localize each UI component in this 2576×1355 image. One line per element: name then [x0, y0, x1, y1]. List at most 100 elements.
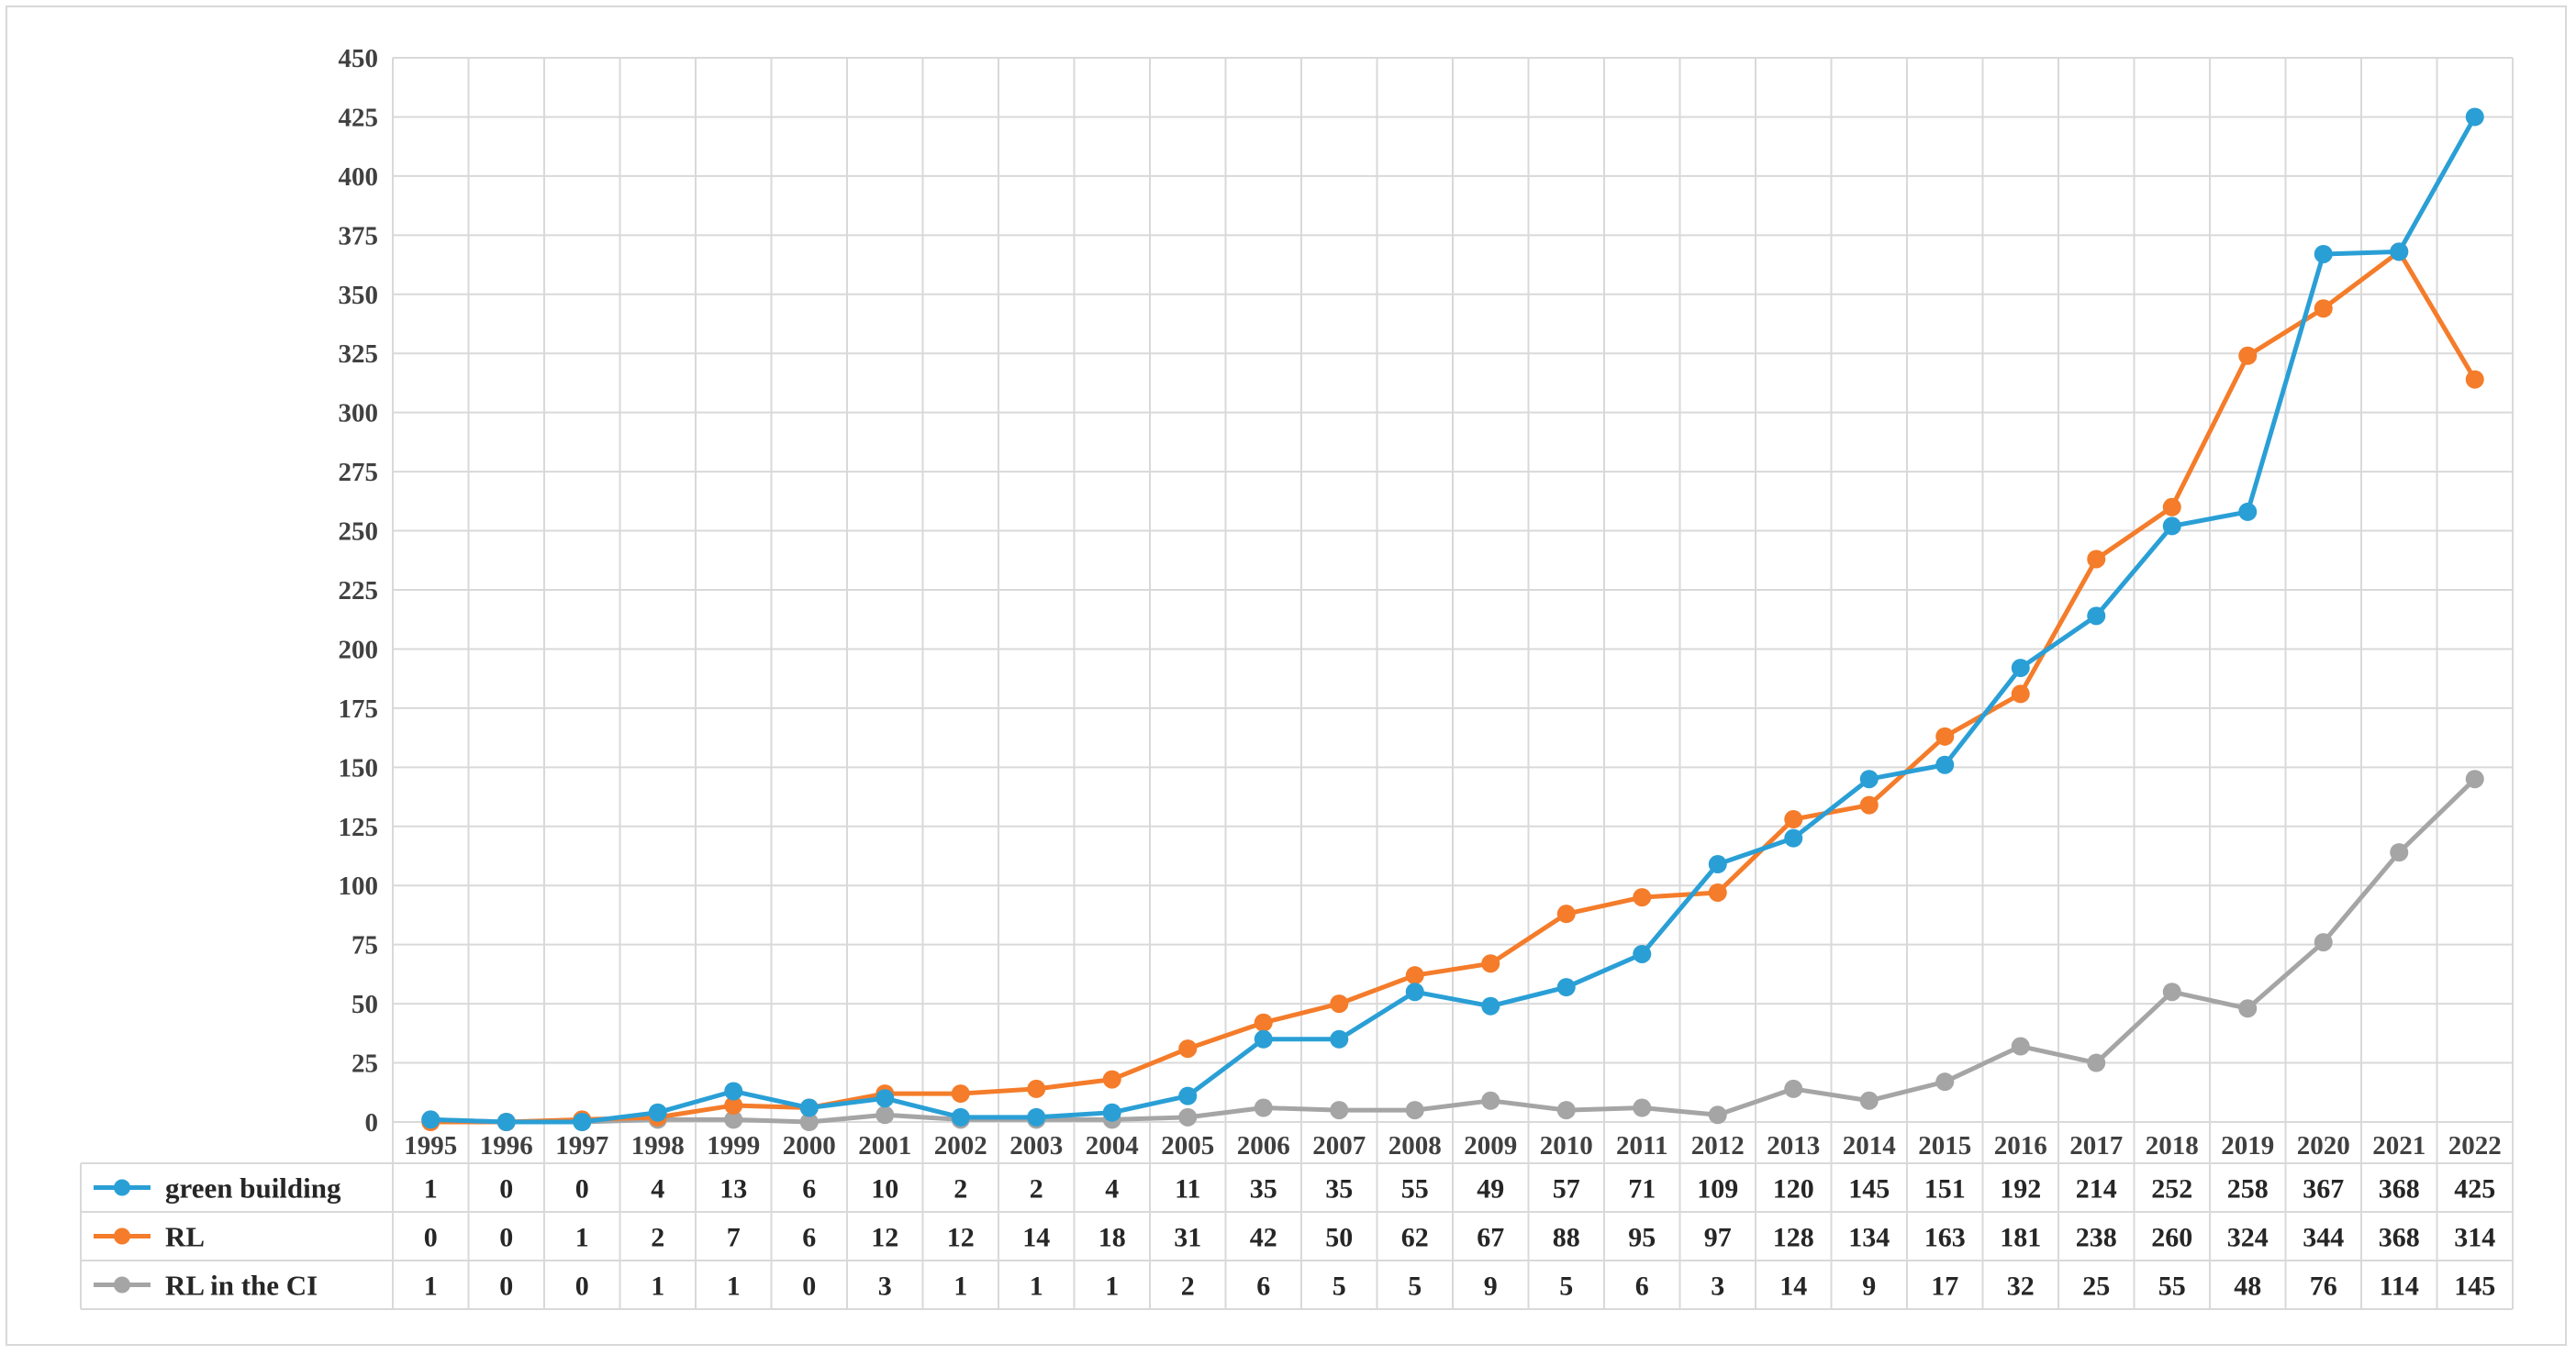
legend-key-marker-0 [114, 1179, 130, 1196]
series-0-point-1995 [421, 1110, 440, 1129]
table-cell-2-21: 32 [2007, 1272, 2035, 1302]
series-0-point-2013 [1784, 828, 1803, 848]
table-cell-0-24: 258 [2227, 1174, 2269, 1205]
series-2-point-2000 [799, 1113, 819, 1131]
table-cell-2-27: 145 [2454, 1272, 2495, 1302]
legend-label-0: green building [165, 1172, 341, 1205]
series-0-point-2018 [2162, 516, 2181, 536]
series-1-point-2020 [2314, 299, 2333, 318]
series-0-point-2016 [2011, 659, 2030, 678]
series-1-point-1999 [724, 1095, 743, 1115]
legend-key-marker-2 [114, 1276, 130, 1294]
table-cell-1-24: 324 [2227, 1223, 2269, 1253]
table-cell-1-8: 14 [1022, 1223, 1050, 1253]
x-tick-label-2017: 2017 [2069, 1131, 2123, 1161]
legend-key-marker-1 [114, 1227, 130, 1245]
table-cell-0-23: 252 [2151, 1174, 2192, 1205]
x-tick-label-2013: 2013 [1767, 1131, 1820, 1161]
x-tick-label-1997: 1997 [555, 1131, 608, 1161]
x-tick-label-2006: 2006 [1237, 1131, 1290, 1161]
series-0-point-2014 [1859, 770, 1879, 789]
series-0-point-1997 [573, 1113, 592, 1131]
table-cell-1-5: 6 [802, 1223, 816, 1253]
y-tick-label-300: 300 [339, 399, 379, 428]
x-tick-label-2009: 2009 [1464, 1131, 1517, 1161]
table-cell-1-10: 31 [1174, 1223, 1201, 1253]
y-tick-label-125: 125 [339, 813, 379, 842]
series-0-point-1999 [724, 1082, 743, 1101]
table-cell-0-6: 10 [871, 1174, 898, 1205]
table-cell-2-18: 14 [1779, 1272, 1807, 1302]
series-2-point-2019 [2238, 999, 2258, 1018]
table-cell-0-3: 4 [651, 1174, 664, 1205]
x-tick-label-2011: 2011 [1616, 1131, 1667, 1161]
series-2-point-2010 [1556, 1101, 1576, 1120]
series-1-point-2016 [2011, 684, 2030, 704]
series-2-point-2012 [1708, 1105, 1727, 1125]
table-cell-1-18: 128 [1773, 1223, 1814, 1253]
y-tick-label-250: 250 [339, 517, 379, 547]
series-1-point-2003 [1027, 1079, 1046, 1098]
table-cell-0-22: 214 [2076, 1174, 2117, 1205]
y-tick-label-225: 225 [339, 576, 379, 605]
table-cell-2-9: 1 [1105, 1272, 1119, 1302]
series-1-point-2007 [1330, 994, 1349, 1014]
table-cell-1-2: 1 [575, 1223, 589, 1253]
series-2-point-1999 [724, 1110, 743, 1129]
y-tick-label-175: 175 [339, 694, 379, 724]
table-cell-2-6: 3 [878, 1272, 892, 1302]
table-cell-0-25: 367 [2303, 1174, 2344, 1205]
table-cell-1-14: 67 [1477, 1223, 1504, 1253]
table-cell-1-7: 12 [947, 1223, 975, 1253]
table-cell-0-18: 120 [1773, 1174, 1814, 1205]
series-0-point-2019 [2238, 502, 2258, 521]
table-cell-0-5: 6 [802, 1174, 816, 1205]
series-2-point-2014 [1859, 1091, 1879, 1110]
series-2-point-2013 [1784, 1079, 1803, 1098]
table-cell-1-1: 0 [499, 1223, 513, 1253]
series-2-point-2020 [2314, 933, 2333, 952]
series-1-point-2022 [2465, 370, 2484, 389]
y-tick-label-375: 375 [339, 221, 379, 250]
series-2-point-2021 [2390, 843, 2409, 862]
table-cell-1-4: 7 [727, 1223, 741, 1253]
x-tick-label-2020: 2020 [2297, 1131, 2350, 1161]
table-cell-2-23: 55 [2158, 1272, 2186, 1302]
series-1-point-2009 [1481, 954, 1500, 973]
table-cell-0-1: 0 [499, 1174, 513, 1205]
table-cell-0-21: 192 [2000, 1174, 2041, 1205]
y-tick-label-400: 400 [339, 162, 379, 192]
table-cell-0-8: 2 [1030, 1174, 1043, 1205]
series-0-point-2022 [2465, 107, 2484, 127]
table-cell-2-14: 9 [1484, 1272, 1498, 1302]
y-tick-label-25: 25 [351, 1050, 378, 1079]
table-cell-2-0: 1 [424, 1272, 438, 1302]
series-2-point-2022 [2465, 770, 2484, 789]
series-line-2 [430, 777, 2477, 1125]
table-cell-2-12: 5 [1333, 1272, 1346, 1302]
series-0-point-2003 [1027, 1107, 1046, 1127]
table-cell-2-22: 25 [2082, 1272, 2110, 1302]
table-cell-2-11: 6 [1256, 1272, 1270, 1302]
y-tick-label-325: 325 [339, 339, 379, 369]
series-1-point-2002 [951, 1084, 970, 1104]
table-cell-2-24: 48 [2234, 1272, 2261, 1302]
x-tick-label-2003: 2003 [1009, 1131, 1063, 1161]
series-2-point-2016 [2011, 1037, 2030, 1056]
table-cell-0-26: 368 [2379, 1174, 2420, 1205]
series-1-point-2017 [2087, 550, 2106, 569]
series-1-point-2019 [2238, 346, 2258, 365]
series-0-point-2017 [2087, 606, 2106, 626]
table-cell-2-10: 2 [1181, 1272, 1195, 1302]
x-tick-label-2001: 2001 [858, 1131, 911, 1161]
table-cell-0-11: 35 [1250, 1174, 1277, 1205]
table-cell-2-3: 1 [651, 1272, 664, 1302]
x-tick-label-2014: 2014 [1843, 1131, 1896, 1161]
table-cell-1-20: 163 [1924, 1223, 1966, 1253]
table-cell-1-16: 95 [1628, 1223, 1656, 1253]
table-cell-2-15: 5 [1559, 1272, 1573, 1302]
table-cell-1-27: 314 [2454, 1223, 2495, 1253]
series-1-point-2011 [1633, 888, 1652, 907]
series-0-point-2009 [1481, 996, 1500, 1016]
table-cell-0-19: 145 [1848, 1174, 1890, 1205]
